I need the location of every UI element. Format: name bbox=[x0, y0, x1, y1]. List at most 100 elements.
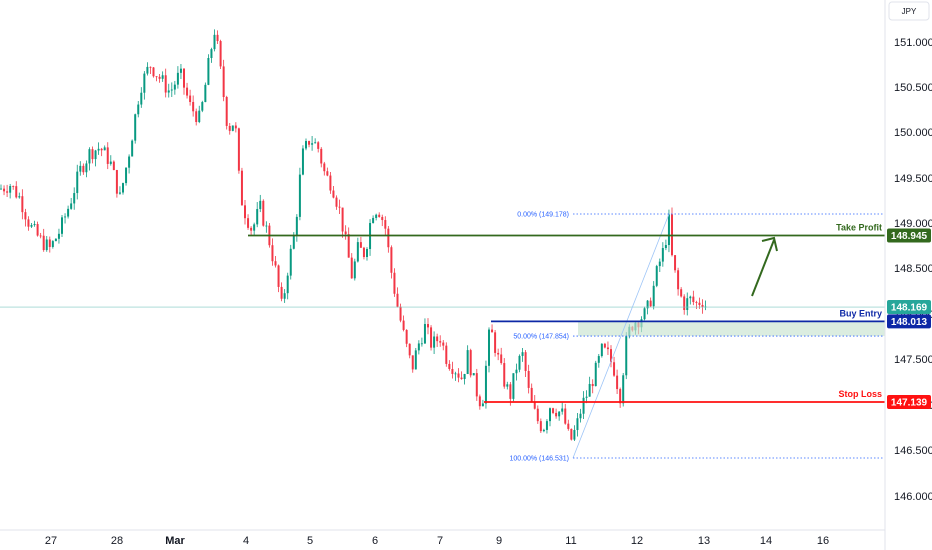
candle-body bbox=[555, 412, 558, 417]
candle-body bbox=[521, 352, 524, 356]
candle-body bbox=[152, 67, 155, 77]
candle-body bbox=[689, 296, 692, 299]
candle-body bbox=[122, 183, 124, 193]
candle-body bbox=[436, 336, 439, 342]
candle-body bbox=[27, 219, 30, 227]
candle-body bbox=[240, 170, 243, 206]
candle-body bbox=[262, 200, 265, 226]
x-tick-label: 28 bbox=[111, 535, 123, 547]
y-tick-label: 146.500 bbox=[894, 445, 932, 457]
candle-body bbox=[3, 188, 6, 192]
candle-body bbox=[417, 343, 420, 351]
candle-body bbox=[506, 384, 509, 387]
candle-body bbox=[280, 286, 283, 299]
y-tick-label: 149.000 bbox=[894, 218, 932, 230]
levels-group: Take Profit Buy Entry Stop Loss bbox=[248, 223, 885, 403]
candle-body bbox=[518, 355, 521, 370]
level-badge-text: 148.013 bbox=[891, 317, 928, 328]
y-tick-label: 148.500 bbox=[894, 263, 932, 275]
candle-body bbox=[24, 212, 27, 220]
candle-body bbox=[183, 68, 185, 88]
candle-body bbox=[51, 241, 54, 247]
candle-body bbox=[30, 225, 33, 227]
candle-body bbox=[39, 235, 42, 237]
candle-body bbox=[76, 171, 79, 194]
x-tick-label: 5 bbox=[307, 535, 313, 547]
candle-body bbox=[423, 324, 426, 344]
candle-body bbox=[244, 205, 246, 219]
candle-body bbox=[491, 329, 494, 333]
x-tick-label: 11 bbox=[565, 535, 576, 547]
candle-body bbox=[85, 163, 88, 173]
candle-body bbox=[558, 411, 561, 417]
candle-body bbox=[45, 239, 48, 251]
candle-body bbox=[237, 128, 240, 171]
candle-body bbox=[128, 156, 131, 168]
candle-body bbox=[9, 186, 12, 193]
candle-body bbox=[603, 343, 606, 348]
candle-body bbox=[576, 418, 579, 431]
x-tick-label: 6 bbox=[372, 535, 378, 547]
candle-body bbox=[375, 214, 378, 218]
candle-body bbox=[18, 196, 21, 198]
candle-body bbox=[527, 370, 530, 388]
candle-body bbox=[353, 261, 356, 279]
candle-body bbox=[283, 293, 286, 299]
candle-body bbox=[259, 200, 262, 210]
candle-body bbox=[179, 68, 182, 73]
candle-body bbox=[649, 300, 652, 307]
candle-body bbox=[286, 275, 289, 294]
candle-body bbox=[411, 355, 414, 370]
candle-body bbox=[549, 408, 551, 422]
candle-body bbox=[542, 429, 545, 432]
candle-body bbox=[448, 363, 451, 369]
candle-body bbox=[298, 174, 301, 217]
candle-body bbox=[73, 193, 76, 204]
candle-body bbox=[454, 373, 457, 375]
candle-body bbox=[442, 342, 445, 346]
price-badges: 148.945 148.013 147.139 148.169 bbox=[887, 228, 931, 409]
candle-body bbox=[451, 368, 454, 374]
candle-body bbox=[317, 142, 320, 149]
candle-body bbox=[658, 261, 661, 267]
candle-body bbox=[478, 396, 481, 407]
candle-body bbox=[393, 272, 396, 294]
candle-body bbox=[170, 89, 173, 91]
candle-body bbox=[0, 188, 2, 190]
candle-body bbox=[588, 383, 591, 397]
candle-body bbox=[457, 373, 460, 378]
candle-body bbox=[445, 345, 448, 364]
candle-body bbox=[399, 306, 402, 321]
candle-body bbox=[497, 352, 500, 355]
candle-body bbox=[680, 289, 683, 297]
candle-body bbox=[308, 141, 311, 145]
candle-body bbox=[326, 171, 329, 176]
candle-body bbox=[536, 408, 539, 422]
candle-body bbox=[347, 234, 350, 258]
candle-body bbox=[94, 150, 97, 160]
level-name: Take Profit bbox=[836, 223, 882, 233]
candle-body bbox=[118, 192, 121, 194]
candle-body bbox=[539, 421, 542, 432]
candle-body bbox=[677, 270, 680, 290]
candle-body bbox=[295, 216, 298, 235]
candle-body bbox=[341, 207, 344, 232]
y-tick-label: 150.000 bbox=[894, 127, 932, 139]
candle-body bbox=[167, 90, 170, 93]
candle-body bbox=[332, 190, 335, 198]
candle-body bbox=[115, 170, 118, 194]
candle-body bbox=[277, 265, 280, 287]
fib-trend-line bbox=[572, 213, 670, 459]
candle-body bbox=[204, 84, 207, 103]
candle-body bbox=[561, 408, 564, 412]
candle-body bbox=[61, 217, 63, 234]
candle-body bbox=[408, 343, 411, 356]
candle-body bbox=[567, 423, 570, 429]
candle-body bbox=[155, 76, 158, 78]
candle-body bbox=[427, 324, 429, 328]
candle-body bbox=[320, 148, 323, 164]
candle-body bbox=[57, 233, 60, 239]
candle-body bbox=[564, 408, 567, 424]
candle-body bbox=[70, 203, 73, 209]
